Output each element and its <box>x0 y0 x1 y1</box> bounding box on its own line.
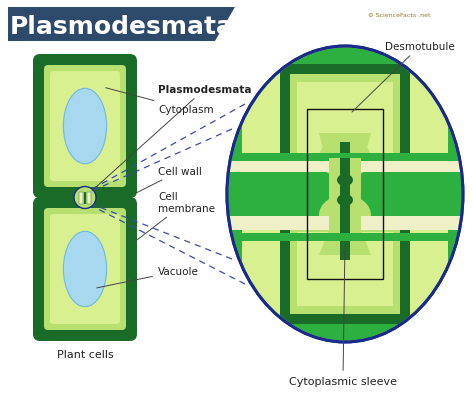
FancyBboxPatch shape <box>44 209 126 330</box>
Polygon shape <box>319 230 371 255</box>
Polygon shape <box>8 8 235 42</box>
Bar <box>227 216 463 230</box>
Bar <box>329 173 361 230</box>
Bar <box>84 192 86 204</box>
Bar <box>290 227 400 314</box>
Bar <box>87 192 91 204</box>
Text: Plant cells: Plant cells <box>56 349 113 359</box>
FancyBboxPatch shape <box>50 214 120 324</box>
Text: Cytoplasm: Cytoplasm <box>106 88 214 115</box>
Ellipse shape <box>337 195 353 207</box>
Bar <box>340 159 350 173</box>
Text: Cytoplasmic sleeve: Cytoplasmic sleeve <box>289 247 397 386</box>
Bar <box>340 143 350 261</box>
Text: Vacuole: Vacuole <box>97 266 199 288</box>
Bar <box>280 220 410 324</box>
Text: Plasmodesmata: Plasmodesmata <box>10 15 234 39</box>
Ellipse shape <box>337 175 353 187</box>
Text: ⚙ ScienceFacts .net: ⚙ ScienceFacts .net <box>368 13 430 18</box>
Bar <box>297 83 393 157</box>
Ellipse shape <box>64 89 107 164</box>
Text: Desmotubule: Desmotubule <box>352 42 455 113</box>
Text: Cell wall: Cell wall <box>136 166 202 194</box>
Ellipse shape <box>319 196 371 236</box>
Bar <box>340 216 350 230</box>
Bar <box>227 159 463 173</box>
Bar <box>79 192 83 204</box>
Ellipse shape <box>227 47 463 342</box>
Bar <box>227 234 463 242</box>
Text: Cell
membrane: Cell membrane <box>135 192 215 242</box>
Circle shape <box>74 187 96 209</box>
FancyBboxPatch shape <box>44 66 126 188</box>
Bar <box>329 159 361 173</box>
Bar <box>242 67 448 322</box>
FancyBboxPatch shape <box>33 55 137 198</box>
Bar <box>227 47 463 342</box>
Bar <box>280 65 410 170</box>
FancyBboxPatch shape <box>50 72 120 182</box>
Bar <box>227 159 463 173</box>
Bar <box>227 216 463 230</box>
Bar <box>227 173 463 230</box>
Text: Plasmodesmata: Plasmodesmata <box>92 85 252 191</box>
Bar <box>40 189 130 207</box>
Bar <box>329 216 361 230</box>
Bar <box>297 232 393 306</box>
Ellipse shape <box>319 139 371 179</box>
Bar <box>307 110 383 279</box>
Ellipse shape <box>64 232 107 307</box>
FancyBboxPatch shape <box>33 198 137 341</box>
Bar <box>227 160 463 229</box>
Polygon shape <box>319 134 371 173</box>
Bar <box>227 153 463 162</box>
Bar <box>290 75 400 163</box>
